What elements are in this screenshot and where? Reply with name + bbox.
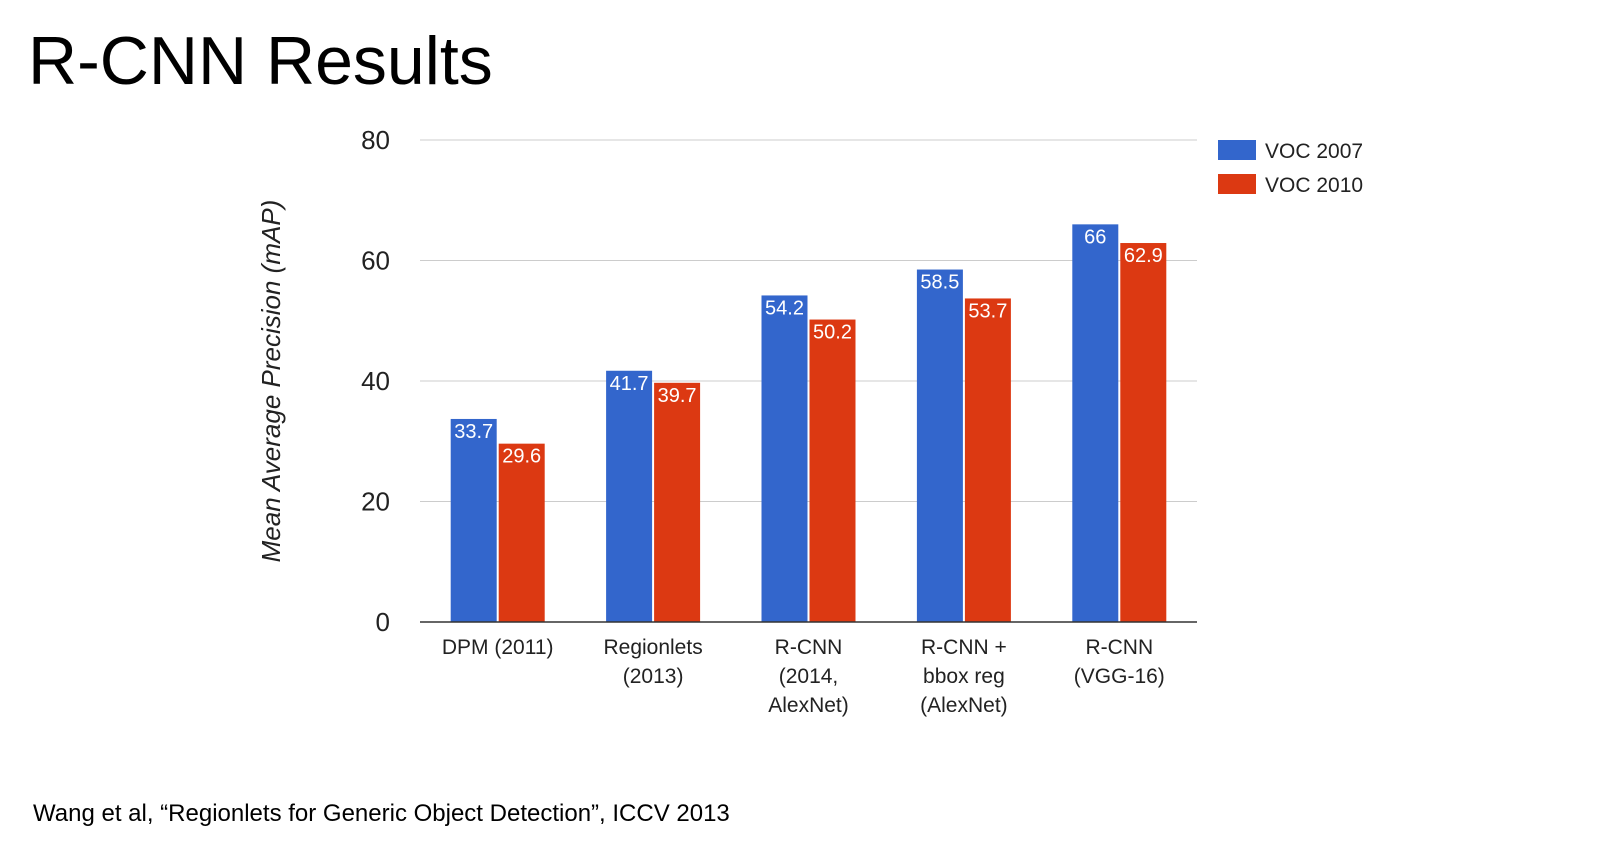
bar [761, 295, 808, 622]
legend-label: VOC 2010 [1265, 174, 1363, 197]
bar-data-label: 33.7 [454, 421, 493, 443]
legend-swatch [1218, 140, 1256, 160]
bar [606, 370, 653, 622]
x-tick-label-line: DPM (2011) [442, 636, 554, 659]
bar [498, 443, 545, 622]
bar-data-label: 58.5 [920, 272, 959, 294]
x-tick-label-line: R-CNN [1085, 636, 1153, 659]
x-tick-label: DPM (2011) [442, 636, 554, 659]
x-tick-label: R-CNN (VGG-16) [1074, 636, 1165, 688]
bar [809, 319, 856, 622]
x-tick-label-line: (2014, [779, 665, 839, 688]
bar-data-label: 50.2 [813, 322, 852, 344]
bar-data-label: 62.9 [1124, 245, 1163, 267]
bar [1120, 243, 1167, 622]
y-tick-label: 0 [376, 607, 390, 637]
y-tick-label: 40 [361, 366, 390, 396]
y-axis-title: Mean Average Precision (mAP) [256, 200, 286, 563]
bar [916, 269, 963, 622]
y-tick-label: 20 [361, 487, 390, 517]
slide-title: R-CNN Results [28, 23, 493, 99]
x-tick-label-line: (AlexNet) [920, 694, 1008, 717]
y-tick-label: 60 [361, 246, 390, 276]
citation: Wang et al, “Regionlets for Generic Obje… [33, 800, 730, 827]
bar-data-label: 54.2 [765, 297, 804, 319]
x-tick-label-line: AlexNet) [768, 694, 849, 717]
x-tick-label: Regionlets (2013) [603, 636, 702, 688]
x-tick-label-line: (2013) [623, 665, 684, 688]
bar [450, 418, 497, 622]
legend-swatch [1218, 174, 1256, 194]
x-tick-label-line: Regionlets [603, 636, 702, 659]
bar [654, 382, 701, 622]
bar-data-label: 53.7 [968, 300, 1007, 322]
x-tick-label-line: (VGG-16) [1074, 665, 1165, 688]
x-tick-label: R-CNN + bbox reg (AlexNet) [920, 636, 1008, 717]
y-tick-label: 80 [361, 125, 390, 155]
legend-label: VOC 2007 [1265, 140, 1363, 163]
bar-data-label: 39.7 [658, 385, 697, 407]
x-tick-label: R-CNN (2014, AlexNet) [768, 636, 849, 717]
bar-data-label: 66 [1084, 226, 1106, 248]
bar [964, 298, 1011, 622]
bar [1072, 224, 1119, 622]
x-tick-label-line: R-CNN [775, 636, 843, 659]
x-tick-label-line: bbox reg [923, 665, 1005, 688]
bar-data-label: 29.6 [502, 446, 541, 468]
x-tick-label-line: R-CNN + [921, 636, 1007, 659]
bar-data-label: 41.7 [610, 373, 649, 395]
